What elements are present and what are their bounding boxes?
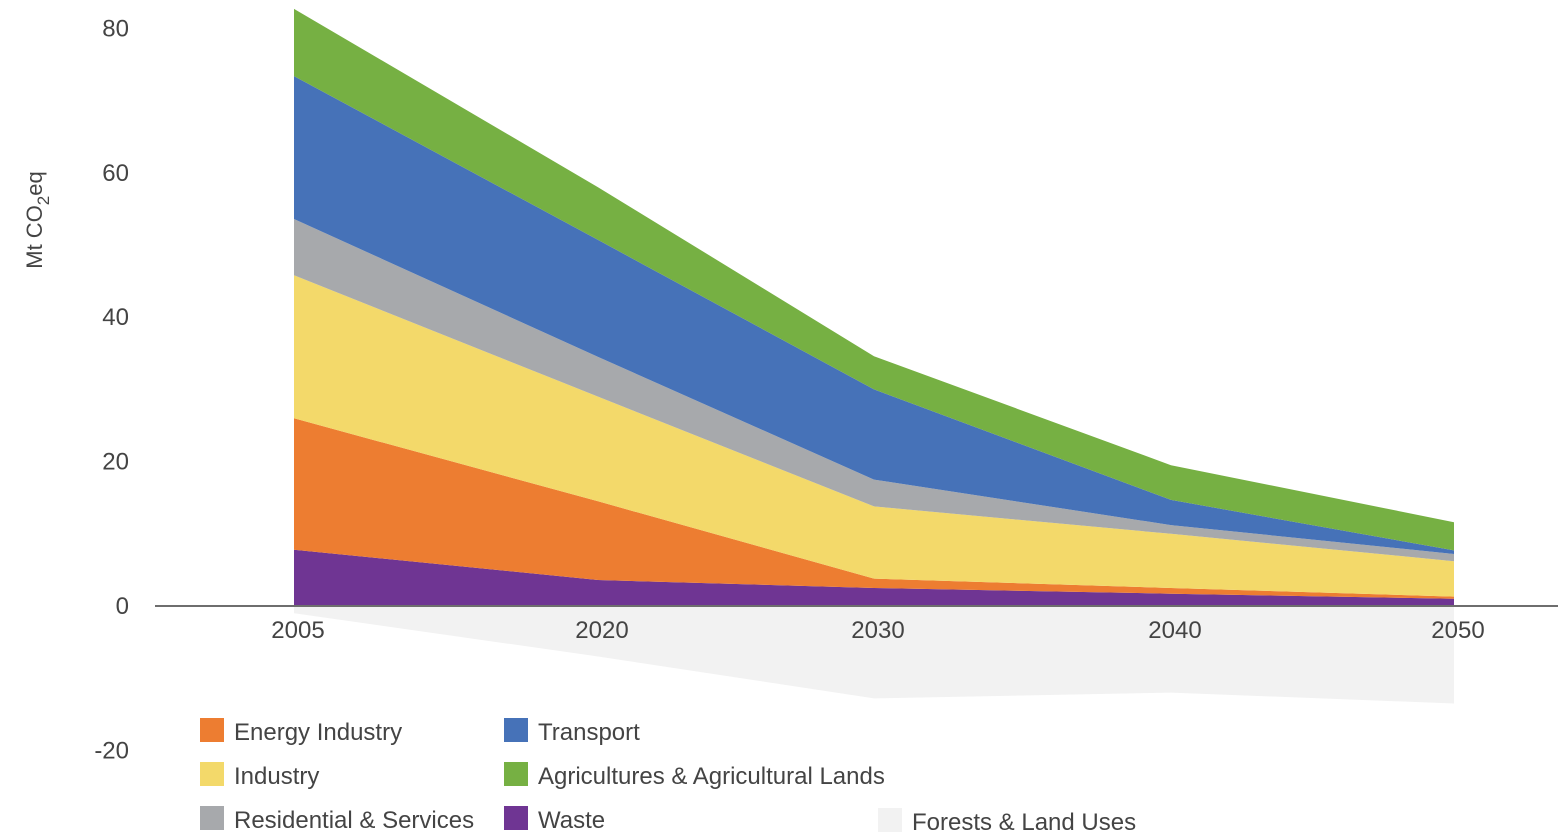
x-tick-label: 2005 xyxy=(271,617,324,644)
y-axis-title-suffix: eq xyxy=(22,171,47,195)
legend-item-industry: Industry xyxy=(200,762,319,790)
legend-item-waste: Waste xyxy=(504,806,605,834)
legend-item-transport: Transport xyxy=(504,718,640,746)
area-transport xyxy=(294,76,1454,554)
area-energy-industry xyxy=(294,418,1454,599)
area-layers xyxy=(294,8,1454,704)
legend-label: Energy Industry xyxy=(234,719,402,746)
legend-item-agricultures-and-agricultural-lands: Agricultures & Agricultural Lands xyxy=(504,762,885,790)
y-tick-label: -20 xyxy=(94,737,129,764)
legend-label: Industry xyxy=(234,763,319,790)
legend-swatch xyxy=(200,762,224,786)
legend-swatch xyxy=(878,808,902,832)
y-axis-title-subscript: 2 xyxy=(34,196,53,205)
x-tick-label: 2050 xyxy=(1431,617,1484,644)
legend-swatch xyxy=(200,806,224,830)
legend-swatch xyxy=(200,718,224,742)
y-axis-ticks: 80 60 40 20 0 -20 xyxy=(94,15,129,764)
legend-item-energy-industry: Energy Industry xyxy=(200,718,402,746)
x-axis-ticks: 2005 2020 2030 2040 2050 xyxy=(271,617,1484,644)
area-forests-and-land-uses xyxy=(294,606,1454,704)
x-tick-label: 2030 xyxy=(851,617,904,644)
legend-swatch xyxy=(504,806,528,830)
area-industry xyxy=(294,275,1454,597)
y-tick-label: 60 xyxy=(102,160,129,187)
legend-swatch xyxy=(504,718,528,742)
legend-label: Waste xyxy=(538,807,605,834)
area-waste xyxy=(294,549,1454,606)
area-residential-and-services xyxy=(294,219,1454,562)
x-tick-label: 2040 xyxy=(1148,617,1201,644)
y-axis-title: Mt CO2eq xyxy=(22,171,53,269)
y-tick-label: 0 xyxy=(116,593,129,620)
y-tick-label: 80 xyxy=(102,15,129,42)
legend-label: Transport xyxy=(538,719,640,746)
legend-label: Agricultures & Agricultural Lands xyxy=(538,763,885,790)
y-axis-title-prefix: Mt CO xyxy=(22,205,47,269)
y-tick-label: 20 xyxy=(102,449,129,476)
legend-label: Residential & Services xyxy=(234,807,474,834)
legend: Energy Industry Transport Industry Agricult… xyxy=(200,718,1136,834)
legend-label: Forests & Land Uses xyxy=(912,809,1136,834)
x-tick-label: 2020 xyxy=(575,617,628,644)
y-tick-label: 40 xyxy=(102,304,129,331)
legend-item-forests-and-land-uses: Forests & Land Uses xyxy=(878,808,1136,834)
legend-swatch xyxy=(504,762,528,786)
legend-item-residential-and-services: Residential & Services xyxy=(200,806,474,834)
